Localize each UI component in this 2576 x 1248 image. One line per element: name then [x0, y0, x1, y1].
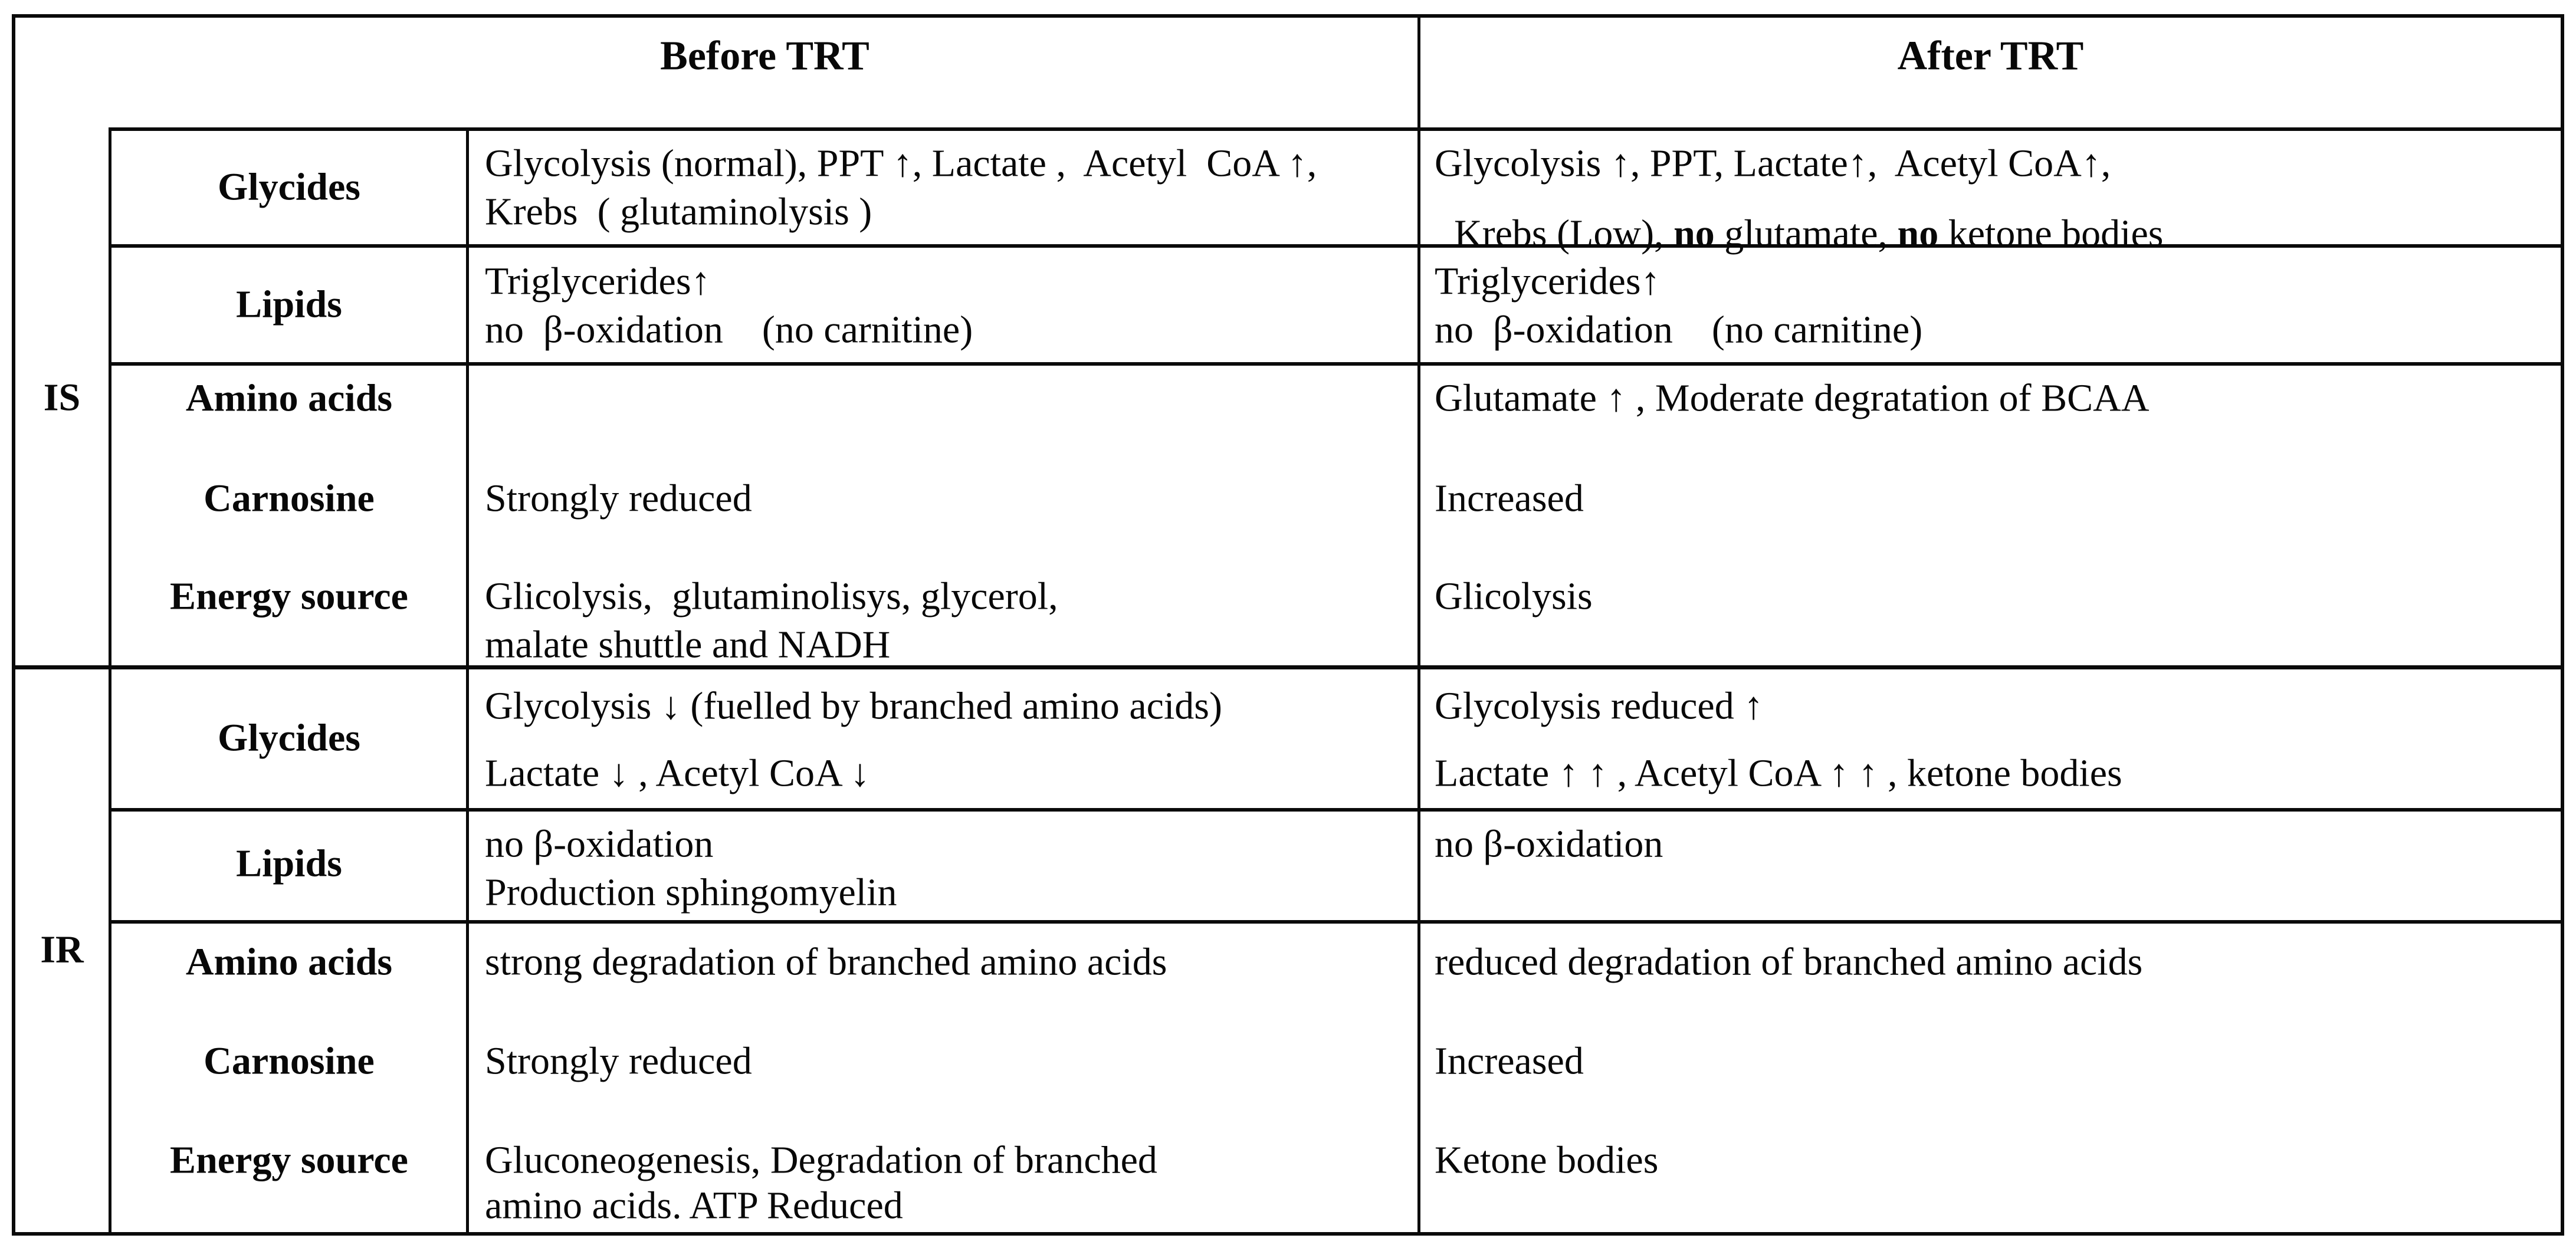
category-label-is-glycides: Glycides — [218, 165, 360, 209]
divider-is-lipids-bottom — [109, 362, 2564, 366]
category-label-ir-amino-acids: Amino acids — [185, 940, 393, 984]
after-line2-part1: Krebs (Low), — [1454, 212, 1674, 255]
cell-is-lipids-after-line1: Triglycerides↑ — [1435, 260, 1661, 303]
after-line2-no1: no — [1673, 212, 1715, 255]
category-label-ir-energy-source: Energy source — [170, 1138, 408, 1182]
group-label-ir: IR — [40, 928, 84, 971]
table-outer-border — [12, 14, 2564, 1236]
category-label-ir-carnosine: Carnosine — [204, 1039, 375, 1083]
divider-ir-lipids-bottom — [109, 920, 2564, 924]
cell-is-energy-before-line2: malate shuttle and NADH — [485, 623, 891, 666]
after-line2-no2: no — [1897, 212, 1939, 255]
cell-is-glycides-after-line1: Glycolysis ↑, PPT, Lactate↑, Acetyl CoA↑… — [1435, 142, 2111, 185]
cell-is-lipids-after-line2: no β-oxidation (no carnitine) — [1435, 308, 1923, 352]
cell-is-energy-after: Glicolysis — [1435, 574, 1593, 618]
cell-is-glycides-after-line2: Krebs (Low), no glutamate, no ketone bod… — [1435, 169, 2163, 255]
category-label-is-carnosine: Carnosine — [204, 477, 375, 520]
cell-is-carnosine-after: Increased — [1435, 477, 1584, 520]
category-label-ir-glycides: Glycides — [218, 716, 360, 760]
cell-is-glycides-before-line2: Krebs ( glutaminolysis ) — [485, 190, 872, 234]
divider-is-glycides-bottom — [109, 244, 2564, 248]
category-label-ir-lipids: Lipids — [236, 842, 342, 885]
after-line2-part2: glutamate, — [1714, 212, 1898, 255]
cell-ir-energy-before-line2: amino acids. ATP Reduced — [485, 1184, 903, 1227]
cell-is-energy-before-line1: Glicolysis, glutaminolisys, glycerol, — [485, 574, 1058, 618]
cell-ir-lipids-after: no β-oxidation — [1435, 822, 1663, 866]
cell-is-carnosine-before: Strongly reduced — [485, 477, 752, 520]
cell-is-lipids-before-line2: no β-oxidation (no carnitine) — [485, 308, 973, 352]
cell-ir-lipids-before-line1: no β-oxidation — [485, 822, 714, 866]
cell-ir-energy-after: Ketone bodies — [1435, 1138, 1659, 1182]
divider-header-bottom — [109, 127, 2564, 131]
divider-is-ir-sections — [12, 665, 2564, 669]
group-label-is: IS — [43, 376, 81, 419]
cell-ir-amino-after: reduced degradation of branched amino ac… — [1435, 940, 2143, 984]
cell-ir-glycides-after-line2: Lactate ↑ ↑ , Acetyl CoA ↑ ↑ , ketone bo… — [1435, 751, 2122, 795]
category-label-is-energy-source: Energy source — [170, 574, 408, 618]
cell-is-amino-after: Glutamate ↑ , Moderate degratation of BC… — [1435, 376, 2150, 420]
after-line2-part3: ketone bodies — [1938, 212, 2164, 255]
cell-ir-amino-before: strong degradation of branched amino aci… — [485, 940, 1167, 984]
cell-ir-energy-before-line1: Gluconeogenesis, Degradation of branched — [485, 1138, 1157, 1182]
cell-ir-lipids-before-line2: Production sphingomyelin — [485, 871, 897, 914]
cell-is-lipids-before-line1: Triglycerides↑ — [485, 260, 711, 303]
cell-is-glycides-before-line1: Glycolysis (normal), PPT ↑, Lactate , Ac… — [485, 142, 1317, 185]
column-header-after-trt: After TRT — [1897, 33, 2084, 79]
cell-ir-glycides-before-line2: Lactate ↓ , Acetyl CoA ↓ — [485, 751, 870, 795]
divider-category-column — [466, 127, 469, 1232]
divider-group-column — [109, 127, 111, 1232]
divider-before-after-column — [1417, 14, 1420, 1232]
cell-ir-glycides-before-line1: Glycolysis ↓ (fuelled by branched amino … — [485, 684, 1222, 728]
cell-ir-carnosine-after: Increased — [1435, 1039, 1584, 1083]
cell-ir-glycides-after-line1: Glycolysis reduced ↑ — [1435, 684, 1764, 728]
divider-ir-glycides-bottom — [109, 808, 2564, 812]
cell-ir-carnosine-before: Strongly reduced — [485, 1039, 752, 1083]
category-label-is-amino-acids: Amino acids — [185, 376, 393, 420]
column-header-before-trt: Before TRT — [660, 33, 869, 79]
category-label-is-lipids: Lipids — [236, 283, 342, 326]
